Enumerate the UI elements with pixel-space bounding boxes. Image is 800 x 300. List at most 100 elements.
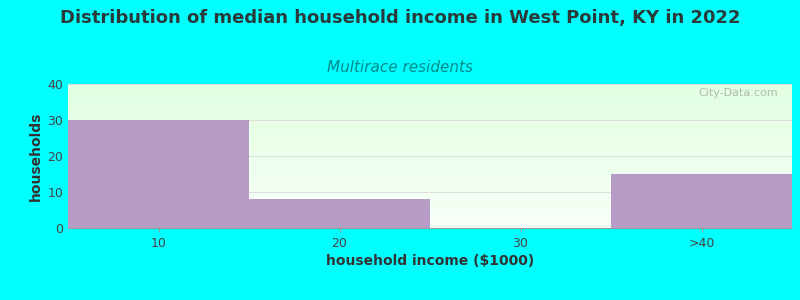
Bar: [68, 137, 792, 138]
Bar: [68, 176, 792, 177]
Bar: [68, 156, 792, 157]
Bar: [68, 205, 792, 206]
Bar: [68, 124, 792, 125]
Text: Multirace residents: Multirace residents: [327, 60, 473, 75]
Bar: [68, 150, 792, 151]
Bar: [68, 224, 792, 225]
Bar: [68, 218, 792, 219]
Bar: [68, 185, 792, 186]
Bar: [68, 160, 792, 161]
Bar: [68, 211, 792, 212]
Bar: [68, 98, 792, 99]
Bar: [68, 201, 792, 202]
Bar: [68, 112, 792, 113]
Bar: [68, 138, 792, 139]
Bar: [68, 100, 792, 101]
Bar: [68, 184, 792, 185]
Bar: [68, 91, 792, 92]
Bar: [68, 173, 792, 174]
Bar: [68, 177, 792, 178]
Bar: [68, 152, 792, 153]
Y-axis label: households: households: [29, 111, 43, 201]
Bar: [68, 144, 792, 145]
Bar: [68, 161, 792, 162]
Bar: [68, 130, 792, 131]
Text: City-Data.com: City-Data.com: [698, 88, 778, 98]
Bar: [68, 223, 792, 224]
Bar: [68, 216, 792, 217]
Bar: [68, 129, 792, 130]
Bar: [68, 89, 792, 90]
Bar: [68, 192, 792, 193]
Bar: [68, 85, 792, 86]
Bar: [68, 204, 792, 205]
Bar: [68, 102, 792, 103]
Bar: [68, 99, 792, 100]
Bar: [68, 199, 792, 200]
Bar: [68, 175, 792, 176]
Bar: [68, 213, 792, 214]
Bar: [68, 191, 792, 192]
Bar: [68, 166, 792, 167]
Bar: [68, 158, 792, 159]
Bar: [68, 116, 792, 117]
Bar: [68, 197, 792, 198]
Bar: [68, 164, 792, 165]
Bar: [68, 140, 792, 141]
Bar: [68, 207, 792, 208]
Bar: [68, 94, 792, 95]
Bar: [68, 101, 792, 102]
Bar: [68, 220, 792, 221]
Bar: [68, 110, 792, 111]
Bar: [68, 117, 792, 118]
Bar: [68, 128, 792, 129]
Bar: [68, 202, 792, 203]
Bar: [68, 208, 792, 209]
Text: Distribution of median household income in West Point, KY in 2022: Distribution of median household income …: [60, 9, 740, 27]
Bar: [68, 147, 792, 148]
Bar: [68, 215, 792, 216]
Bar: [68, 179, 792, 180]
Bar: [68, 195, 792, 196]
Bar: [68, 141, 792, 142]
Bar: [68, 189, 792, 190]
Bar: [68, 203, 792, 204]
Bar: [68, 212, 792, 213]
Bar: [68, 136, 792, 137]
Bar: [68, 111, 792, 112]
Bar: [68, 118, 792, 119]
Bar: [68, 121, 792, 122]
Bar: [68, 146, 792, 147]
Bar: [68, 135, 792, 136]
Bar: [68, 119, 792, 120]
Bar: [68, 194, 792, 195]
Bar: [68, 226, 792, 227]
Bar: [68, 126, 792, 127]
Bar: [68, 196, 792, 197]
Bar: [68, 109, 792, 110]
Bar: [68, 142, 792, 143]
Bar: [68, 154, 792, 155]
Bar: [68, 217, 792, 218]
Bar: [68, 106, 792, 107]
Bar: [68, 120, 249, 228]
Bar: [68, 222, 792, 223]
Bar: [68, 125, 792, 126]
X-axis label: household income ($1000): household income ($1000): [326, 254, 534, 268]
Bar: [68, 114, 792, 115]
Bar: [68, 187, 792, 188]
Bar: [68, 200, 792, 201]
Bar: [68, 170, 792, 171]
Bar: [68, 103, 792, 104]
Bar: [68, 169, 792, 170]
Bar: [68, 131, 792, 132]
Bar: [68, 93, 792, 94]
Bar: [68, 210, 792, 211]
Bar: [68, 90, 792, 91]
Bar: [68, 178, 792, 179]
Bar: [68, 163, 792, 164]
Bar: [68, 221, 792, 222]
Bar: [68, 225, 792, 226]
Bar: [68, 157, 792, 158]
Bar: [68, 113, 792, 114]
